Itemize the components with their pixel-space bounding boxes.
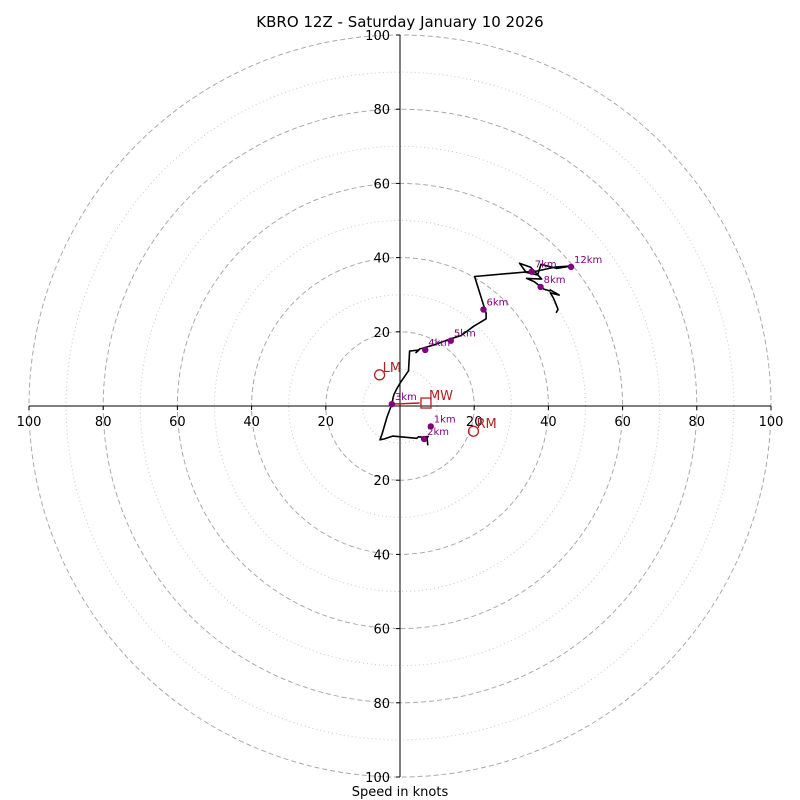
chart-title: KBRO 12Z - Saturday January 10 2026 xyxy=(256,13,543,31)
y-tick-label: 20 xyxy=(373,474,390,489)
height-label-12km: 12km xyxy=(574,255,602,266)
y-tick-label: 80 xyxy=(373,103,390,118)
x-tick-label: 100 xyxy=(17,415,42,430)
y-tick-label: 60 xyxy=(373,177,390,192)
height-label-2km: 2km xyxy=(427,427,449,438)
height-label-6km: 6km xyxy=(486,298,508,309)
x-axis-label: Speed in knots xyxy=(352,785,449,800)
y-tick-label: 80 xyxy=(373,697,390,712)
storm-motions: RM LM MW xyxy=(373,361,497,437)
height-label-5km: 5km xyxy=(454,329,476,340)
height-marker-7km xyxy=(528,268,535,275)
storm-motion-mw-marker xyxy=(420,397,432,409)
storm-motion-mw-label: MW xyxy=(429,389,453,404)
x-tick-label: 100 xyxy=(759,415,784,430)
x-tick-label: 40 xyxy=(540,415,557,430)
axes xyxy=(29,35,771,777)
x-tick-label: 80 xyxy=(95,415,112,430)
x-tick-label: 60 xyxy=(169,415,186,430)
height-marker-6km xyxy=(480,306,487,313)
x-tick-label: 20 xyxy=(466,415,483,430)
height-label-1km: 1km xyxy=(434,414,456,425)
y-tick-label: 20 xyxy=(373,326,390,341)
storm-motion-rm-marker xyxy=(467,425,480,437)
y-tick-label: 40 xyxy=(373,252,390,267)
height-label-7km: 7km xyxy=(535,260,557,271)
height-marker-5km xyxy=(447,337,455,344)
height-marker-8km xyxy=(537,283,544,291)
hodograph-line xyxy=(379,262,572,446)
height-marker-2km xyxy=(420,435,428,443)
storm-motion-rm-label: RM xyxy=(476,417,496,432)
x-tick-label: 40 xyxy=(243,415,260,430)
height-markers: 1km 2km 3km 4km 5km 6km 7km 8km 12km xyxy=(388,255,602,443)
height-marker-1km xyxy=(427,423,434,430)
x-tick-label: 20 xyxy=(318,415,335,430)
storm-motion-lm-marker xyxy=(373,369,386,381)
hodograph-trace xyxy=(379,262,572,446)
height-label-4km: 4km xyxy=(428,338,450,349)
storm-motion-lm-label: LM xyxy=(383,361,401,376)
height-marker-4km xyxy=(422,346,429,354)
x-tick-label: 60 xyxy=(614,415,631,430)
x-tick-label: 80 xyxy=(689,415,706,430)
height-label-8km: 8km xyxy=(544,275,566,286)
mean-wind-vector xyxy=(391,402,420,405)
height-label-3km: 3km xyxy=(395,392,417,403)
y-tick-label: 60 xyxy=(373,623,390,638)
y-tick-label: 100 xyxy=(365,771,390,786)
y-tick-label: 100 xyxy=(365,29,390,44)
height-marker-12km xyxy=(567,263,575,271)
y-tick-label: 40 xyxy=(373,548,390,563)
height-marker-3km xyxy=(388,400,396,408)
tick-labels: 100 80 60 40 20 20 40 60 80 100 100 80 60 40 20 20 40 60 8… xyxy=(17,29,784,786)
